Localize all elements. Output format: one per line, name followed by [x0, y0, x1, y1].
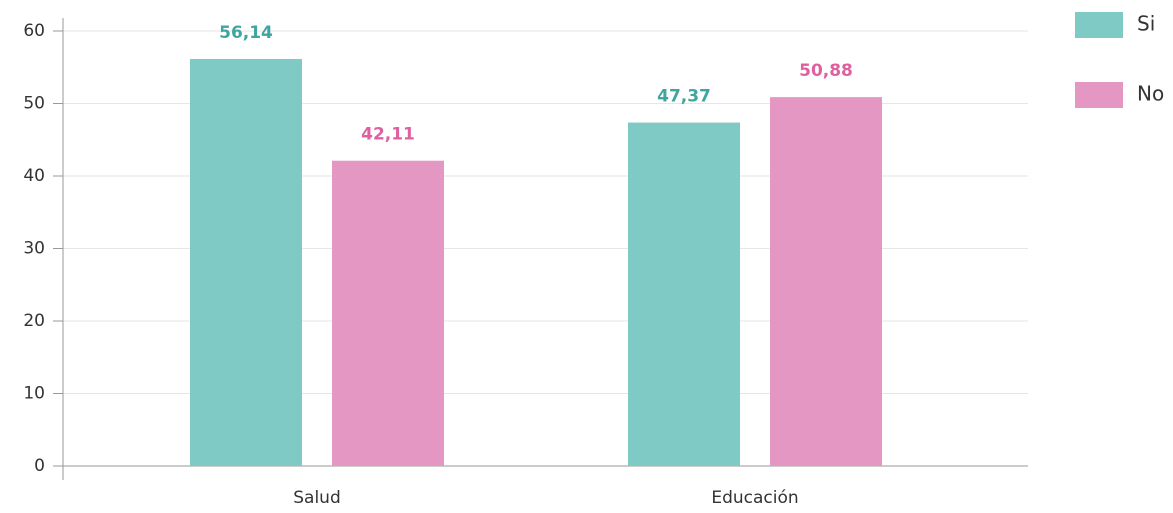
y-tick-label: 60 [23, 21, 45, 41]
bar [190, 58, 302, 467]
legend-swatch [1075, 82, 1123, 108]
value-label: 47,37 [657, 87, 711, 107]
y-tick-label: 30 [23, 239, 45, 259]
x-tick-label: Educación [711, 488, 798, 508]
legend-label: No [1137, 82, 1164, 106]
y-tick-label: 0 [34, 456, 45, 476]
y-tick-label: 50 [23, 94, 45, 114]
value-label: 42,11 [361, 125, 415, 145]
legend-swatch [1075, 12, 1123, 38]
value-label: 56,14 [219, 23, 273, 43]
value-label: 50,88 [799, 61, 853, 81]
x-tick-label: Salud [293, 488, 341, 508]
legend-label: Si [1137, 12, 1155, 36]
y-tick-label: 20 [23, 311, 45, 331]
bar [628, 122, 740, 466]
bar [770, 97, 882, 467]
y-tick-label: 10 [23, 384, 45, 404]
bar [332, 160, 444, 466]
y-tick-label: 40 [23, 166, 45, 186]
